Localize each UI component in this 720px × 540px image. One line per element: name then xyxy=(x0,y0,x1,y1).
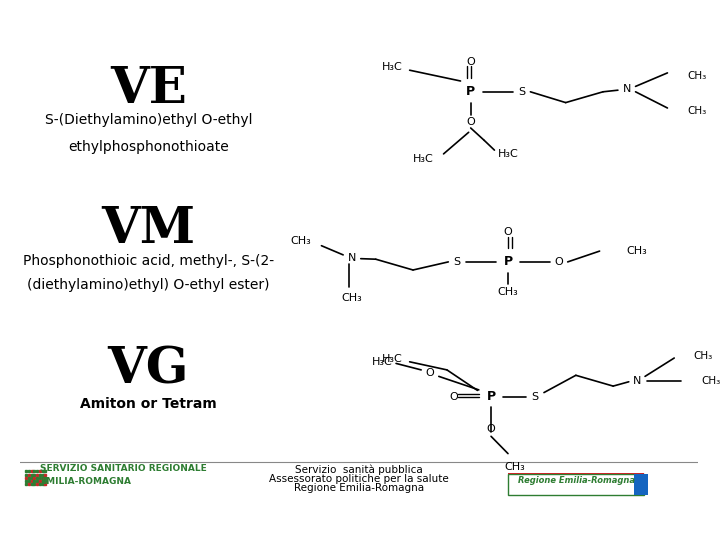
Text: H₃C: H₃C xyxy=(498,149,518,159)
Text: Phosphonothioic acid, methyl-, S-(2-: Phosphonothioic acid, methyl-, S-(2- xyxy=(23,254,274,268)
Text: N: N xyxy=(633,376,641,386)
Text: Servizio  sanità pubblica: Servizio sanità pubblica xyxy=(295,464,423,475)
Text: CH₃: CH₃ xyxy=(626,246,647,256)
Text: SERVIZIO SANITARIO REGIONALE: SERVIZIO SANITARIO REGIONALE xyxy=(40,464,207,474)
Text: S-(Diethylamino)ethyl O-ethyl: S-(Diethylamino)ethyl O-ethyl xyxy=(45,113,252,127)
Text: O: O xyxy=(554,257,563,267)
Text: S: S xyxy=(454,257,461,267)
Text: Amiton or Tetram: Amiton or Tetram xyxy=(80,397,217,411)
Text: CH₃: CH₃ xyxy=(505,462,525,472)
Text: O: O xyxy=(449,392,458,402)
Bar xyxy=(634,474,649,495)
Text: H₃C: H₃C xyxy=(382,63,403,72)
Text: N: N xyxy=(348,253,356,262)
Text: P: P xyxy=(487,390,495,403)
Text: CH₃: CH₃ xyxy=(498,287,518,296)
Text: VM: VM xyxy=(102,205,196,254)
Text: N: N xyxy=(623,84,631,94)
Text: ethylphosphonothioate: ethylphosphonothioate xyxy=(68,140,229,154)
Text: CH₃: CH₃ xyxy=(341,293,362,303)
Text: H₃C: H₃C xyxy=(413,154,433,164)
Text: CH₃: CH₃ xyxy=(693,352,713,361)
Text: (diethylamino)ethyl) O-ethyl ester): (diethylamino)ethyl) O-ethyl ester) xyxy=(27,278,270,292)
Text: Regione Emilia-Romagna: Regione Emilia-Romagna xyxy=(294,483,424,493)
Text: Assessorato politiche per la salute: Assessorato politiche per la salute xyxy=(269,474,449,484)
Text: CH₃: CH₃ xyxy=(291,237,312,246)
Text: P: P xyxy=(503,255,513,268)
Text: VE: VE xyxy=(110,65,187,114)
Text: S: S xyxy=(531,392,539,402)
Text: EMILIA-ROMAGNA: EMILIA-ROMAGNA xyxy=(40,477,131,486)
Text: H₃C: H₃C xyxy=(382,354,403,364)
Text: CH₃: CH₃ xyxy=(701,376,720,386)
Text: Regione Emilia-Romagna: Regione Emilia-Romagna xyxy=(518,476,635,485)
Text: O: O xyxy=(426,368,434,377)
Text: CH₃: CH₃ xyxy=(688,106,707,116)
Text: O: O xyxy=(487,424,495,434)
Text: O: O xyxy=(503,227,513,237)
Text: S: S xyxy=(518,87,525,97)
Bar xyxy=(508,472,644,474)
Text: H₃C: H₃C xyxy=(372,357,393,367)
Text: P: P xyxy=(466,85,475,98)
Text: O: O xyxy=(467,117,475,126)
Text: O: O xyxy=(467,57,475,67)
Text: VG: VG xyxy=(108,346,189,395)
Text: CH₃: CH₃ xyxy=(688,71,707,80)
FancyBboxPatch shape xyxy=(508,474,644,495)
